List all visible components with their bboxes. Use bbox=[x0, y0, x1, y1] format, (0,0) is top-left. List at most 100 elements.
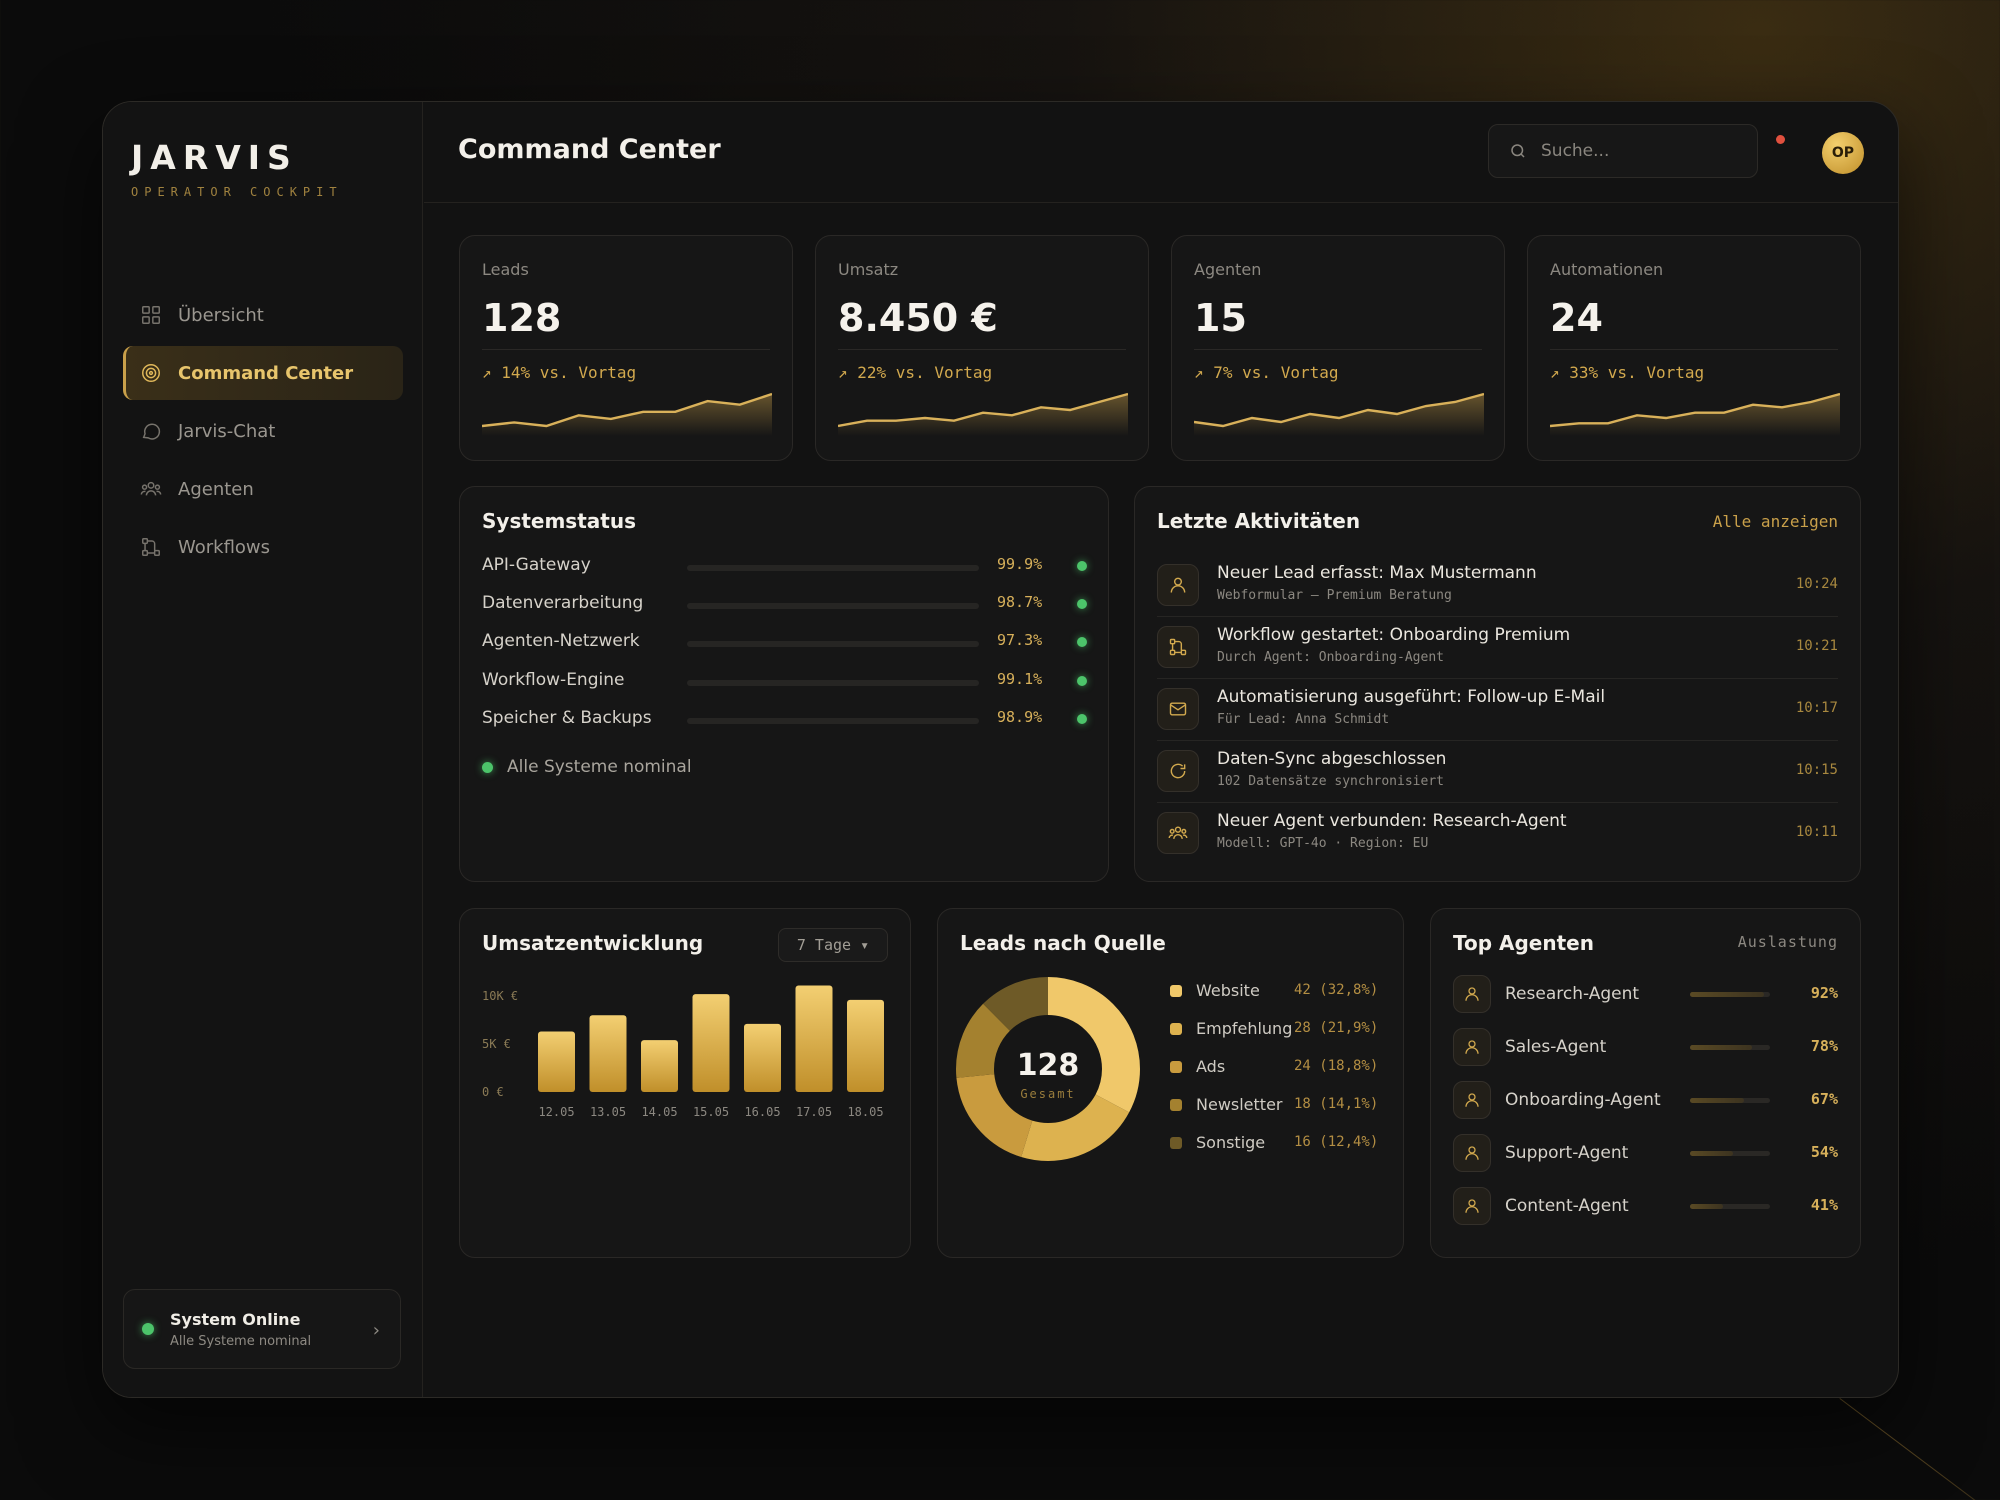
activity-row[interactable]: Neuer Lead erfasst: Max Mustermann Webfo… bbox=[1157, 555, 1838, 617]
agent-utilization-fill bbox=[1690, 1151, 1734, 1156]
top-header: Command Center OP bbox=[424, 102, 1898, 203]
users-icon bbox=[1168, 826, 1188, 839]
leads-source-card: Leads nach Quelle 128 Gesamt Website 42 … bbox=[937, 908, 1404, 1258]
kpi-sparkline bbox=[482, 392, 772, 436]
agent-pct: 41% bbox=[1810, 1196, 1838, 1214]
agent-row[interactable]: Research-Agent 92% bbox=[1453, 974, 1838, 1016]
activity-row[interactable]: Neuer Agent verbunden: Research-Agent Mo… bbox=[1157, 803, 1838, 865]
bar-13.05 bbox=[589, 1015, 627, 1092]
status-indicator bbox=[1077, 676, 1087, 686]
legend-item: Empfehlung 28 (21,9%) bbox=[1170, 1017, 1400, 1045]
status-track bbox=[687, 680, 979, 686]
donut-slice-Sonstige bbox=[956, 977, 1140, 1161]
agent-utilization-track bbox=[1690, 1098, 1770, 1103]
sidebar-item-jarvis-chat[interactable]: Jarvis-Chat bbox=[123, 404, 403, 458]
activity-row[interactable]: Workflow gestartet: Onboarding Premium D… bbox=[1157, 617, 1838, 679]
bar-12.05 bbox=[538, 1031, 575, 1092]
user-icon bbox=[1170, 577, 1186, 593]
legend-item: Newsletter 18 (14,1%) bbox=[1170, 1093, 1400, 1121]
agent-utilization-track bbox=[1690, 992, 1770, 997]
activity-row[interactable]: Daten-Sync abgeschlossen 102 Datensätze … bbox=[1157, 741, 1838, 803]
legend-name: Sonstige bbox=[1196, 1133, 1266, 1152]
online-indicator bbox=[142, 1323, 154, 1335]
legend-name: Empfehlung bbox=[1196, 1019, 1293, 1038]
workflow-icon bbox=[1169, 638, 1187, 656]
app-window: JARVIS OPERATOR COCKPIT Übersicht Comman… bbox=[102, 101, 1899, 1398]
systemstatus-card: Systemstatus API-Gateway 99.9% Datenvera… bbox=[459, 486, 1109, 882]
activity-row[interactable]: Automatisierung ausgeführt: Follow-up E-… bbox=[1157, 679, 1838, 741]
activity-subtitle: Durch Agent: Onboarding-Agent bbox=[1217, 650, 1444, 665]
target-icon bbox=[142, 364, 160, 382]
user-icon bbox=[1465, 1199, 1479, 1213]
range-dropdown[interactable]: 7 Tage ▾ bbox=[778, 928, 888, 962]
kpi-card-leads: Leads 128 ↗ 14% vs. Vortag bbox=[459, 235, 793, 461]
agent-pct: 92% bbox=[1810, 984, 1838, 1002]
status-name: Speicher & Backups bbox=[482, 708, 652, 728]
top-agents-card: Top Agenten Auslastung Research-Agent 92… bbox=[1430, 908, 1861, 1258]
agent-row[interactable]: Content-Agent 41% bbox=[1453, 1186, 1838, 1228]
donut-total: 128 bbox=[1017, 1048, 1080, 1083]
brand-logo: JARVIS OPERATOR COCKPIT bbox=[131, 138, 343, 199]
status-pct: 98.7% bbox=[997, 593, 1043, 611]
system-status-card[interactable]: System Online Alle Systeme nominal › bbox=[123, 1289, 401, 1369]
system-status-subtitle: Alle Systeme nominal bbox=[170, 1333, 312, 1349]
status-name: Agenten-Netzwerk bbox=[482, 631, 640, 651]
legend-name: Website bbox=[1196, 981, 1260, 1000]
activity-subtitle: Webformular – Premium Beratung bbox=[1217, 588, 1452, 603]
agent-row[interactable]: Sales-Agent 78% bbox=[1453, 1027, 1838, 1069]
search-input[interactable] bbox=[1541, 141, 1741, 161]
status-indicator bbox=[1077, 599, 1087, 609]
legend-value: 28 (21,9%) bbox=[1294, 1020, 1379, 1036]
activity-title: Neuer Agent verbunden: Research-Agent bbox=[1217, 811, 1567, 831]
nominal-text: Alle Systeme nominal bbox=[507, 757, 692, 777]
activity-title: Daten-Sync abgeschlossen bbox=[1217, 749, 1447, 769]
agent-utilization-track bbox=[1690, 1045, 1770, 1050]
card-title: Systemstatus bbox=[482, 509, 636, 533]
agent-utilization-fill bbox=[1690, 1204, 1723, 1209]
grid-icon bbox=[142, 306, 160, 324]
users-icon bbox=[140, 481, 162, 496]
x-tick-label: 18.05 bbox=[847, 1105, 883, 1119]
legend-value: 24 (18,8%) bbox=[1294, 1058, 1379, 1074]
kpi-card-agenten: Agenten 15 ↗ 7% vs. Vortag bbox=[1171, 235, 1505, 461]
kpi-sparkline bbox=[1550, 392, 1840, 436]
show-all-link[interactable]: Alle anzeigen bbox=[1712, 512, 1838, 531]
sparkline-line bbox=[838, 392, 1128, 428]
status-track bbox=[687, 718, 979, 724]
refresh-icon bbox=[1170, 763, 1186, 779]
brand-title: JARVIS bbox=[131, 138, 298, 177]
sidebar-item-command-center[interactable]: Command Center bbox=[123, 346, 403, 400]
legend-item: Sonstige 16 (12,4%) bbox=[1170, 1131, 1400, 1159]
status-row: Agenten-Netzwerk 97.3% bbox=[482, 629, 1092, 659]
sidebar-nav: Übersicht Command Center Jarvis-Chat Age… bbox=[123, 288, 403, 578]
sparkline-area bbox=[838, 394, 1128, 436]
search-box[interactable] bbox=[1488, 124, 1758, 178]
avatar[interactable]: OP bbox=[1822, 132, 1864, 174]
system-status-title: System Online bbox=[170, 1309, 301, 1329]
kpi-sparkline bbox=[838, 392, 1128, 436]
search-icon bbox=[1511, 144, 1525, 158]
sparkline-area bbox=[1550, 394, 1840, 436]
nominal-indicator bbox=[482, 761, 493, 773]
kpi-value: 8.450 € bbox=[838, 296, 998, 340]
sidebar-item-uebersicht[interactable]: Übersicht bbox=[123, 288, 403, 342]
status-track bbox=[687, 603, 979, 609]
activity-subtitle: Für Lead: Anna Schmidt bbox=[1217, 712, 1390, 727]
activities-card: Letzte Aktivitäten Alle anzeigen Neuer L… bbox=[1134, 486, 1861, 882]
bar-16.05 bbox=[744, 1023, 781, 1092]
agent-row[interactable]: Support-Agent 54% bbox=[1453, 1133, 1838, 1175]
mail-icon bbox=[1169, 702, 1187, 716]
kpi-delta: ↗ 14% vs. Vortag bbox=[482, 363, 637, 382]
sidebar-item-workflows[interactable]: Workflows bbox=[123, 520, 403, 574]
legend-swatch bbox=[1170, 985, 1182, 997]
legend-swatch bbox=[1170, 1099, 1182, 1111]
notification-indicator[interactable] bbox=[1776, 135, 1785, 144]
card-title: Umsatzentwicklung bbox=[482, 931, 704, 955]
sidebar-item-agenten[interactable]: Agenten bbox=[123, 462, 403, 516]
agent-pct: 78% bbox=[1810, 1037, 1838, 1055]
agent-utilization-fill bbox=[1690, 1045, 1753, 1050]
agent-row[interactable]: Onboarding-Agent 67% bbox=[1453, 1080, 1838, 1122]
bar-14.05 bbox=[641, 1040, 678, 1092]
x-tick-label: 16.05 bbox=[744, 1105, 780, 1119]
status-track bbox=[687, 565, 979, 571]
